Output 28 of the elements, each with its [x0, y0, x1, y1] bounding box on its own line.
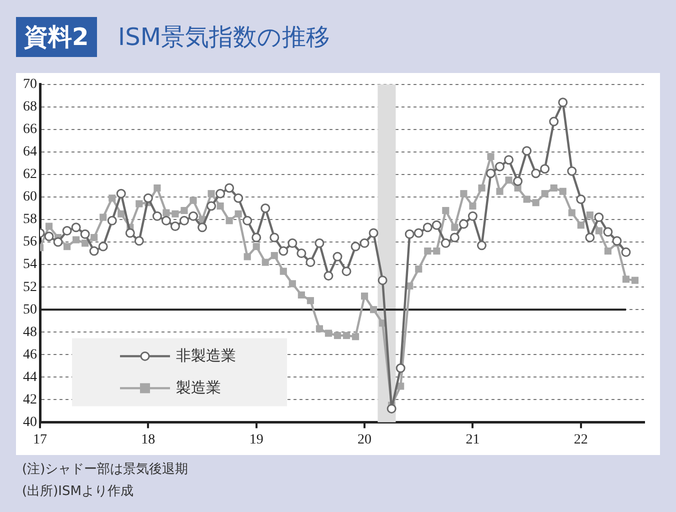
y-tick-label: 42 [23, 392, 37, 408]
y-tick-label: 44 [23, 370, 37, 385]
y-tick-label: 56 [23, 234, 37, 250]
chart-subtitle: 資料2 [16, 17, 97, 57]
text: (出所)ISMより作成 [22, 483, 134, 501]
y-tick-label: 62 [23, 167, 37, 182]
x-tick-label: 18 [141, 432, 156, 448]
x-tick-label: 17 [33, 432, 47, 448]
text: (注)シャドー部は景気後退期 [22, 461, 188, 479]
legend-label: 非製造業 [176, 347, 236, 364]
y-tick-label: 60 [23, 190, 37, 205]
y-tick-label: 54 [23, 257, 37, 272]
y-tick-label: 58 [23, 212, 37, 228]
y-tick-label: 48 [23, 324, 37, 340]
y-tick-label: 46 [23, 347, 37, 362]
x-tick-label: 20 [358, 432, 372, 448]
legend-label: 製造業 [176, 379, 221, 396]
x-tick-label: 19 [249, 432, 264, 448]
x-tick-label: 22 [574, 432, 588, 448]
y-tick-label: 68 [23, 100, 37, 115]
y-tick-label: 64 [23, 144, 37, 160]
y-tick-label: 70 [23, 77, 37, 92]
y-tick-label: 52 [23, 280, 37, 295]
y-tick-label: 66 [23, 122, 37, 138]
x-tick-label: 21 [466, 432, 480, 448]
chart-title: ISM景気指数の推移 [118, 22, 330, 53]
y-tick-label: 40 [23, 414, 37, 430]
y-tick-label: 50 [23, 302, 37, 318]
